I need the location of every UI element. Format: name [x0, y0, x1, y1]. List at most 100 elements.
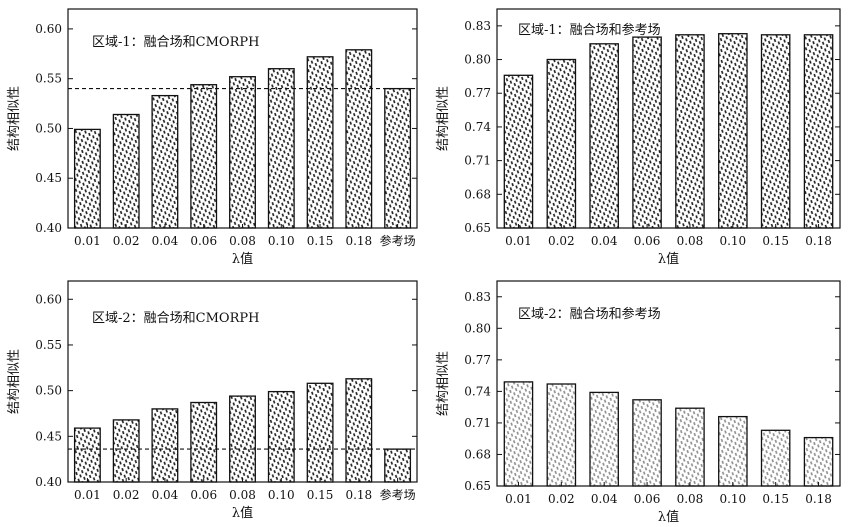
y-tick-label: 0.83 [464, 290, 491, 304]
bar-6 [718, 415, 748, 487]
bar-2 [546, 58, 577, 229]
y-tick-label: 0.55 [35, 338, 62, 352]
x-tick-label: 0.06 [634, 492, 661, 506]
bar-8 [345, 49, 373, 229]
bar-7 [306, 382, 334, 483]
chart-panel-2: 0.65 0.68 0.71 0.74 0.77 0.80 0.83 0.01 0.02 0.04… [436, 8, 841, 267]
x-tick-label: 0.10 [268, 488, 295, 502]
y-tick-label: 0.45 [35, 429, 62, 443]
x-tick-label: 参考场 [380, 233, 416, 248]
y-tick-label: 0.71 [464, 416, 491, 430]
x-tick-label: 0.15 [307, 234, 334, 248]
bar-1 [73, 128, 101, 229]
y-axis-label: 结构相似性 [436, 86, 451, 151]
y-tick-label: 0.68 [464, 447, 491, 461]
x-tick-label: 0.18 [805, 492, 832, 506]
bar-8 [345, 378, 373, 483]
chart-panel-1: 0.40 0.45 0.50 0.55 0.60 0.01 0.02 0.04 0.06 0.08… [7, 8, 418, 267]
bar-5 [229, 76, 256, 229]
y-tick-label: 0.65 [464, 221, 491, 235]
y-tick-label: 0.50 [35, 121, 62, 135]
bar-8 [803, 436, 834, 487]
x-tick-label: 0.04 [152, 488, 179, 502]
y-tick-label: 0.77 [464, 353, 491, 367]
y-tick-label: 0.74 [464, 384, 491, 398]
x-tick-label: 0.04 [591, 234, 618, 248]
chart-title: 区域-1：融合场和参考场 [518, 22, 661, 38]
x-tick-label: 0.04 [591, 492, 618, 506]
y-tick-label: 0.80 [464, 53, 491, 67]
bar-9 [384, 87, 412, 229]
x-tick-label: 0.02 [113, 488, 140, 502]
x-tick-label: 0.18 [345, 234, 372, 248]
y-tick-label: 0.83 [464, 19, 491, 33]
bar-8 [803, 34, 834, 229]
bar-1 [73, 427, 101, 483]
bar-7 [760, 34, 791, 229]
x-tick-label: 0.01 [505, 492, 532, 506]
bar-6 [267, 390, 295, 483]
x-tick-label: 0.08 [677, 234, 704, 248]
bar-4 [632, 36, 662, 229]
x-axis-label: λ值 [658, 251, 679, 267]
y-tick-label: 0.65 [464, 479, 491, 493]
x-axis-label: λ值 [232, 505, 253, 521]
x-tick-label: 0.06 [190, 488, 217, 502]
x-tick-label: 0.01 [505, 234, 532, 248]
x-tick-label: 0.15 [762, 234, 789, 248]
y-tick-label: 0.40 [35, 221, 62, 235]
chart-title: 区域-2：融合场和CMORPH [92, 311, 259, 326]
x-tick-label: 0.18 [345, 488, 372, 502]
y-tick-label: 0.45 [35, 171, 62, 185]
x-tick-label: 0.01 [74, 488, 101, 502]
y-axis-label: 结构相似性 [7, 349, 22, 414]
x-tick-label: 参考场 [380, 487, 416, 502]
bar-5 [229, 395, 256, 483]
x-tick-label: 0.04 [152, 234, 179, 248]
plot-frame [496, 8, 841, 229]
y-tick-label: 0.40 [35, 475, 62, 489]
bar-6 [267, 68, 295, 229]
y-tick-label: 0.55 [35, 72, 62, 86]
bar-2 [112, 419, 140, 483]
x-tick-label: 0.10 [719, 492, 746, 506]
chart-panel-3: 0.40 0.45 0.50 0.55 0.60 0.01 0.02 0.04 0.06 0.08… [7, 280, 418, 521]
x-tick-label: 0.15 [762, 492, 789, 506]
y-tick-label: 0.74 [464, 120, 491, 134]
bar-2 [546, 383, 577, 487]
y-axis-label: 结构相似性 [436, 351, 451, 416]
x-tick-label: 0.02 [548, 234, 575, 248]
x-tick-label: 0.06 [190, 234, 217, 248]
chart-title: 区域-1：融合场和CMORPH [92, 35, 259, 50]
bar-4 [190, 401, 218, 483]
y-tick-label: 0.50 [35, 384, 62, 398]
bar-3 [151, 94, 179, 229]
bar-4 [190, 84, 218, 229]
x-axis-label: λ值 [232, 251, 253, 267]
bar-1 [503, 381, 534, 487]
x-tick-label: 0.10 [719, 234, 746, 248]
y-tick-label: 0.71 [464, 154, 491, 168]
bar-3 [589, 391, 619, 487]
bar-7 [760, 429, 791, 487]
chart-title: 区域-2：融合场和参考场 [518, 306, 661, 322]
x-tick-label: 0.10 [268, 234, 295, 248]
bar-1 [503, 74, 534, 229]
chart-panel-4: 0.65 0.68 0.71 0.74 0.77 0.80 0.83 0.01 0.02 0.04… [436, 280, 841, 525]
bar-5 [675, 34, 705, 229]
bar-2 [112, 113, 140, 229]
x-axis-label: λ值 [658, 509, 679, 525]
y-tick-label: 0.77 [464, 86, 491, 100]
bar-3 [589, 43, 619, 229]
bar-5 [675, 407, 705, 487]
y-axis-label: 结构相似性 [7, 86, 22, 151]
bar-9 [384, 448, 412, 483]
bar-3 [151, 408, 179, 483]
x-tick-label: 0.01 [74, 234, 101, 248]
x-tick-label: 0.02 [113, 234, 140, 248]
x-tick-label: 0.08 [229, 488, 256, 502]
y-tick-label: 0.60 [35, 292, 62, 306]
x-tick-label: 0.02 [548, 492, 575, 506]
x-tick-label: 0.08 [677, 492, 704, 506]
